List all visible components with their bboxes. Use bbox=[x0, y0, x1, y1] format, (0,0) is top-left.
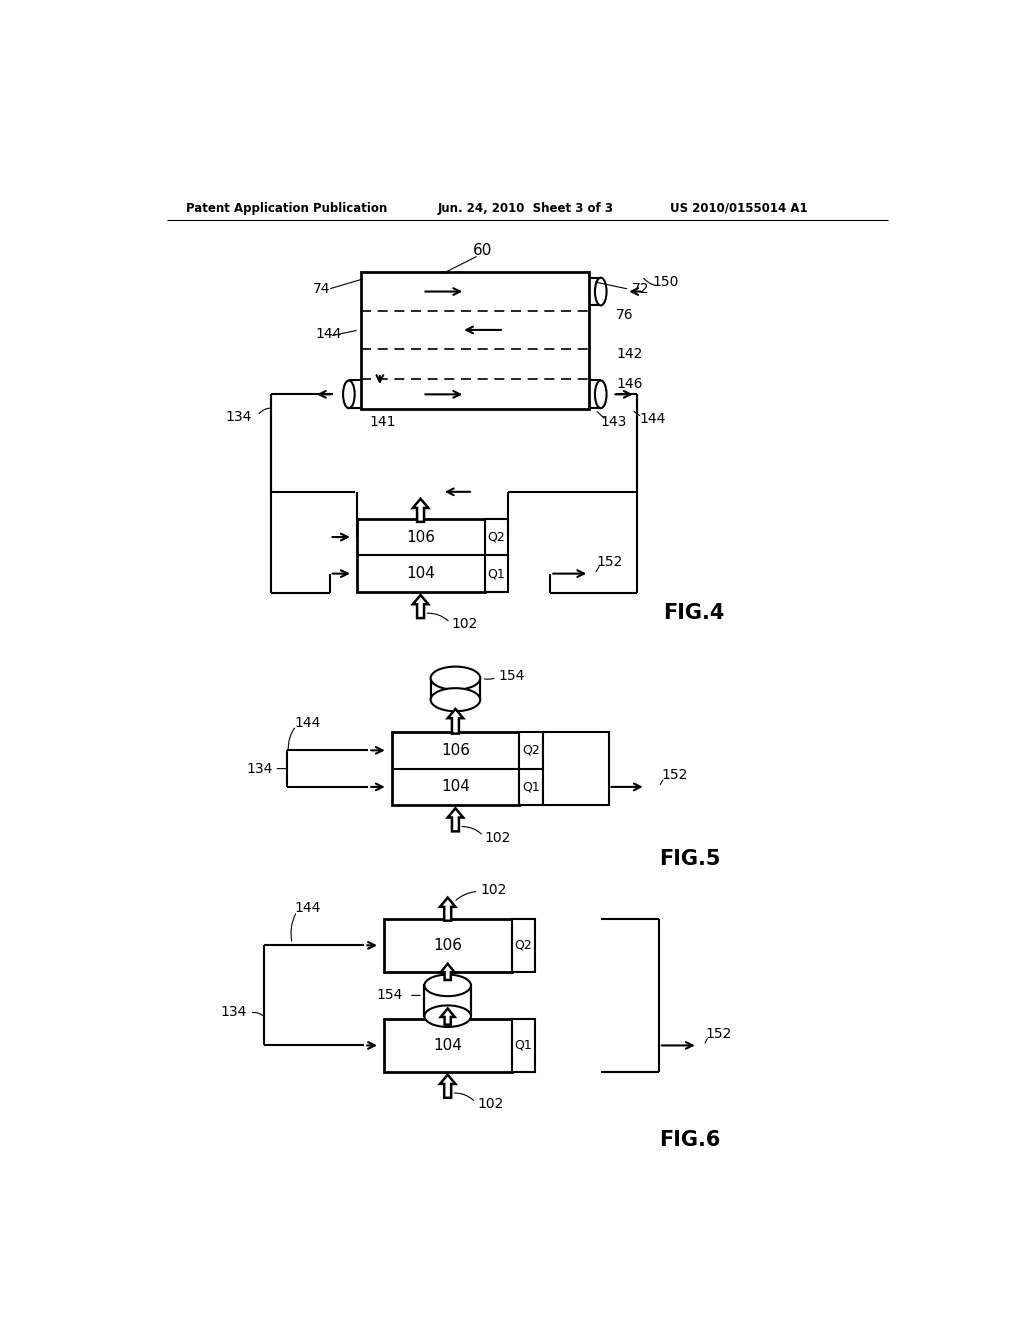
Text: 134: 134 bbox=[220, 1005, 247, 1019]
Ellipse shape bbox=[424, 1006, 471, 1027]
Text: 106: 106 bbox=[407, 529, 435, 545]
Text: 154: 154 bbox=[498, 669, 524, 682]
Bar bbox=[431, 678, 480, 700]
Text: Jun. 24, 2010  Sheet 3 of 3: Jun. 24, 2010 Sheet 3 of 3 bbox=[438, 202, 614, 215]
Text: 102: 102 bbox=[452, 618, 478, 631]
Text: 144: 144 bbox=[640, 412, 666, 425]
Text: 104: 104 bbox=[441, 779, 470, 795]
Bar bbox=[519, 733, 543, 805]
Polygon shape bbox=[413, 499, 428, 521]
Text: 60: 60 bbox=[473, 243, 493, 259]
Text: FIG.5: FIG.5 bbox=[658, 849, 720, 869]
Bar bbox=[356, 519, 484, 591]
Bar bbox=[512, 1019, 535, 1072]
Text: 106: 106 bbox=[433, 937, 462, 953]
Text: 74: 74 bbox=[313, 282, 331, 296]
Text: 144: 144 bbox=[295, 900, 321, 915]
Text: 152: 152 bbox=[662, 768, 687, 783]
Text: Q2: Q2 bbox=[522, 744, 540, 756]
Text: 143: 143 bbox=[601, 414, 627, 429]
Text: 134: 134 bbox=[247, 762, 273, 776]
Text: 72: 72 bbox=[632, 282, 649, 296]
Ellipse shape bbox=[595, 380, 606, 408]
Text: FIG.6: FIG.6 bbox=[658, 1130, 720, 1150]
Polygon shape bbox=[447, 709, 463, 734]
Text: FIG.4: FIG.4 bbox=[663, 603, 724, 623]
Text: US 2010/0155014 A1: US 2010/0155014 A1 bbox=[671, 202, 808, 215]
Text: 134: 134 bbox=[225, 411, 252, 425]
Text: 102: 102 bbox=[480, 883, 507, 896]
Text: 104: 104 bbox=[433, 1038, 462, 1053]
Text: Q2: Q2 bbox=[487, 531, 505, 544]
Text: 150: 150 bbox=[652, 275, 679, 289]
Text: 146: 146 bbox=[616, 378, 643, 391]
Bar bbox=[512, 919, 535, 972]
Text: 102: 102 bbox=[477, 1097, 504, 1111]
Bar bbox=[484, 519, 508, 591]
Text: Patent Application Publication: Patent Application Publication bbox=[186, 202, 387, 215]
Bar bbox=[424, 985, 471, 1016]
Bar bbox=[543, 733, 608, 805]
Text: 154: 154 bbox=[377, 989, 402, 1002]
Text: 144: 144 bbox=[315, 327, 342, 341]
Text: 102: 102 bbox=[485, 830, 511, 845]
Text: 76: 76 bbox=[616, 309, 634, 322]
Polygon shape bbox=[413, 595, 428, 618]
Text: 142: 142 bbox=[616, 347, 643, 360]
Text: Q1: Q1 bbox=[522, 780, 540, 793]
Ellipse shape bbox=[424, 974, 471, 997]
Polygon shape bbox=[440, 898, 456, 921]
Bar bbox=[384, 919, 512, 972]
Ellipse shape bbox=[595, 277, 606, 305]
Text: 152: 152 bbox=[597, 556, 624, 569]
Polygon shape bbox=[440, 964, 455, 979]
Ellipse shape bbox=[343, 380, 354, 408]
Text: Q1: Q1 bbox=[487, 568, 505, 579]
Text: 144: 144 bbox=[295, 715, 321, 730]
Text: 152: 152 bbox=[706, 1027, 732, 1041]
Ellipse shape bbox=[431, 688, 480, 711]
Polygon shape bbox=[447, 808, 463, 832]
Polygon shape bbox=[440, 1008, 455, 1024]
Text: 141: 141 bbox=[370, 414, 396, 429]
Bar bbox=[391, 733, 519, 805]
Polygon shape bbox=[440, 1074, 456, 1098]
Bar bbox=[384, 1019, 512, 1072]
Text: Q1: Q1 bbox=[514, 1039, 532, 1052]
Bar bbox=[360, 272, 589, 409]
Text: Q2: Q2 bbox=[514, 939, 532, 952]
Text: 104: 104 bbox=[407, 566, 435, 581]
Ellipse shape bbox=[431, 667, 480, 689]
Text: 106: 106 bbox=[441, 743, 470, 758]
